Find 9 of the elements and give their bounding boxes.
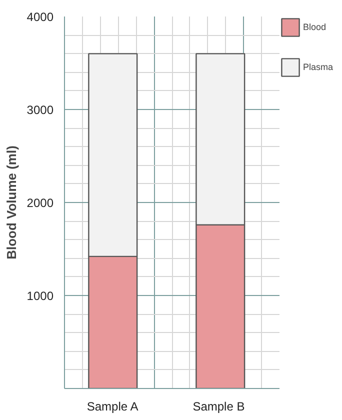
y-tick-label: 2000 [26,196,54,210]
legend-label: Plasma [303,62,334,72]
legend-label: Blood [303,22,326,32]
x-tick-label: Sample A [86,400,138,414]
y-tick-label: 4000 [26,10,54,24]
x-tick-label: Sample B [192,400,245,414]
y-tick-label: 1000 [26,289,54,303]
y-axis-title: Blood Volume (ml) [4,146,19,260]
y-tick-label: 3000 [26,103,54,117]
